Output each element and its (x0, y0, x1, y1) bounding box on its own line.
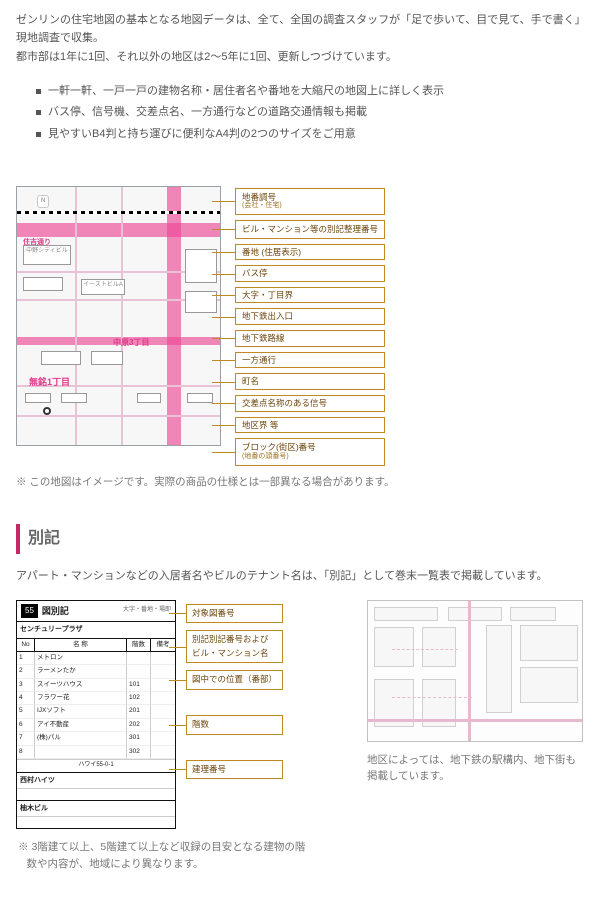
ward-label: 住吉通り (23, 237, 51, 248)
map-callout: ブロック(街区)番号 (地番の頭番号) (235, 438, 385, 465)
callout-label: 地番調号 (242, 192, 276, 202)
zu-callout-list: 対象図番号 別記別記番号および ビル・マンション名 図中での位置（番部） 階数 … (186, 604, 283, 780)
zu-cell: 8 (17, 746, 35, 759)
map-callout: 地下鉄出入口 (235, 308, 385, 325)
feature-item: バス停、信号機、交差点名、一方通行などの道路交通情報も掲載 (36, 104, 585, 122)
zu-cell: ラーメンたか (35, 665, 127, 678)
map-callout: 地番調号 (会社・住宅) (235, 188, 385, 215)
note-right: 地区によっては、地下鉄の駅構内、地下街も掲載しています。 (367, 752, 585, 786)
sample-map-illustration: 中野シティビル イーストビルA N 住吉通り 中原3丁目 無銘1丁目 (16, 186, 221, 446)
zu-cell (151, 665, 175, 678)
zu-callout: 階数 (186, 715, 283, 735)
zu-cell (127, 652, 151, 665)
intro-line-2: 都市部は1年に1回、それ以外の地区は2〜5年に1回、更新しつづけています。 (16, 49, 585, 67)
zu-cell: 102 (127, 692, 151, 705)
zu-row-name: 柚木ビル (17, 800, 175, 816)
map-callout: 地下鉄路線 (235, 330, 385, 347)
zu-cell (151, 746, 175, 759)
callout-sub: (地番の頭番号) (242, 453, 378, 462)
zu-cell (127, 665, 151, 678)
zu-row-addr: ハワイ55-0-1 (17, 759, 175, 772)
zu-cell: 4 (17, 692, 35, 705)
zu-cell (151, 652, 175, 665)
map-callout: 交差点名称のある信号 (235, 395, 385, 412)
note-left: ※ 3階建て以上、5階建て以上など収録の目安となる建物の階数や内容が、地域により… (16, 839, 308, 873)
zu-cell: メトロン (35, 652, 127, 665)
zu-cell: 5 (17, 705, 35, 718)
zu-badge: 55 (21, 604, 38, 619)
sample-map-figure: 中野シティビル イーストビルA N 住吉通り 中原3丁目 無銘1丁目 地番調号 … (16, 186, 585, 466)
figure-caption: ※ この地図はイメージです。実際の商品の仕様とは一部異なる場合があります。 (16, 474, 585, 491)
zu-cell: 202 (127, 719, 151, 732)
zu-col: No (17, 639, 35, 651)
zu-cell: スイーツハウス (35, 679, 127, 692)
zu-cell: アイ不動産 (35, 719, 127, 732)
station-dot (43, 407, 51, 415)
zu-cell (151, 705, 175, 718)
zu-cell: 101 (127, 679, 151, 692)
subway-panel: 地区によっては、地下鉄の駅構内、地下街も掲載しています。 (367, 600, 585, 786)
zu-row-name: センチュリープラザ (17, 622, 175, 637)
building-label: イーストビルA (81, 279, 125, 295)
zu-col: 備考 (151, 639, 175, 651)
zu-cell: 6 (17, 719, 35, 732)
feature-list: 一軒一軒、一戸一戸の建物名称・居住者名や番地を大縮尺の地図上に詳しく表示 バス停… (24, 83, 585, 144)
zu-body: 1メトロン2ラーメンたか3スイーツハウス101 4フラワー花102 5IJXソフト2… (17, 652, 175, 759)
zu-col: 階数 (127, 639, 151, 651)
zuberuki-panel: 55 図別記 大字・番地・場即 センチュリープラザ No 名 称 階数 備考 1… (16, 600, 308, 873)
zu-cell: 2 (17, 665, 35, 678)
map-callout: ビル・マンション等の別記整理番号 (235, 220, 385, 239)
zuberuki-table: 55 図別記 大字・番地・場即 センチュリープラザ No 名 称 階数 備考 1… (16, 600, 176, 829)
map-callout: 一方通行 (235, 352, 385, 369)
map-callout: バス停 (235, 265, 385, 282)
callout-label: ブロック(街区)番号 (242, 442, 316, 452)
map-callout-list: 地番調号 (会社・住宅) ビル・マンション等の別記整理番号 番地 (住居表示) … (235, 188, 385, 466)
zu-cell: 201 (127, 705, 151, 718)
bekki-lead-text: アパート・マンションなどの入居者名やビルのテナント名は、「別記」として巻末一覧表… (16, 568, 585, 586)
compass-label: N (37, 195, 49, 209)
zu-callout: 建理番号 (186, 760, 283, 780)
zu-cell: 7 (17, 732, 35, 745)
zu-cell: (株)パル (35, 732, 127, 745)
zu-cell (151, 732, 175, 745)
map-callout: 番地 (住居表示) (235, 244, 385, 261)
zu-title: 図別記 (42, 604, 69, 618)
map-callout: 大字・丁目界 (235, 287, 385, 304)
feature-item: 見やすいB4判と持ち運びに便利なA4判の2つのサイズをご用意 (36, 126, 585, 144)
zu-col: 名 称 (35, 639, 127, 651)
ward-label: 中原3丁目 (113, 337, 149, 350)
lower-row: 55 図別記 大字・番地・場即 センチュリープラザ No 名 称 階数 備考 1… (16, 600, 585, 873)
section-header: 別記 (16, 524, 585, 554)
zu-callout: 図中での位置（番部） (186, 670, 283, 690)
callout-label: ビル・マンション等の別記整理番号 (242, 224, 378, 234)
zu-callout: 別記別記番号および ビル・マンション名 (186, 630, 283, 663)
zu-cell (151, 692, 175, 705)
zu-cell (35, 746, 127, 759)
feature-item: 一軒一軒、一戸一戸の建物名称・居住者名や番地を大縮尺の地図上に詳しく表示 (36, 83, 585, 101)
callout-sub: (会社・住宅) (242, 202, 378, 211)
subway-illustration (367, 600, 583, 742)
zu-row-name: 西村ハイツ (17, 772, 175, 788)
intro-line-1: ゼンリンの住宅地図の基本となる地図データは、全て、全国の調査スタッフが「足で歩い… (16, 12, 585, 47)
ward-label: 無銘1丁目 (29, 375, 70, 389)
map-callout: 町名 (235, 373, 385, 390)
zu-cell: 3 (17, 679, 35, 692)
map-callout: 地区界 等 (235, 417, 385, 434)
zu-subaddr: 大字・番地・場即 (123, 606, 171, 616)
zu-cell: 301 (127, 732, 151, 745)
zu-cell: 302 (127, 746, 151, 759)
zu-cell: IJXソフト (35, 705, 127, 718)
zu-cell: 1 (17, 652, 35, 665)
intro-block: ゼンリンの住宅地図の基本となる地図データは、全て、全国の調査スタッフが「足で歩い… (16, 12, 585, 67)
zu-cell: フラワー花 (35, 692, 127, 705)
zu-callout: 対象図番号 (186, 604, 283, 624)
